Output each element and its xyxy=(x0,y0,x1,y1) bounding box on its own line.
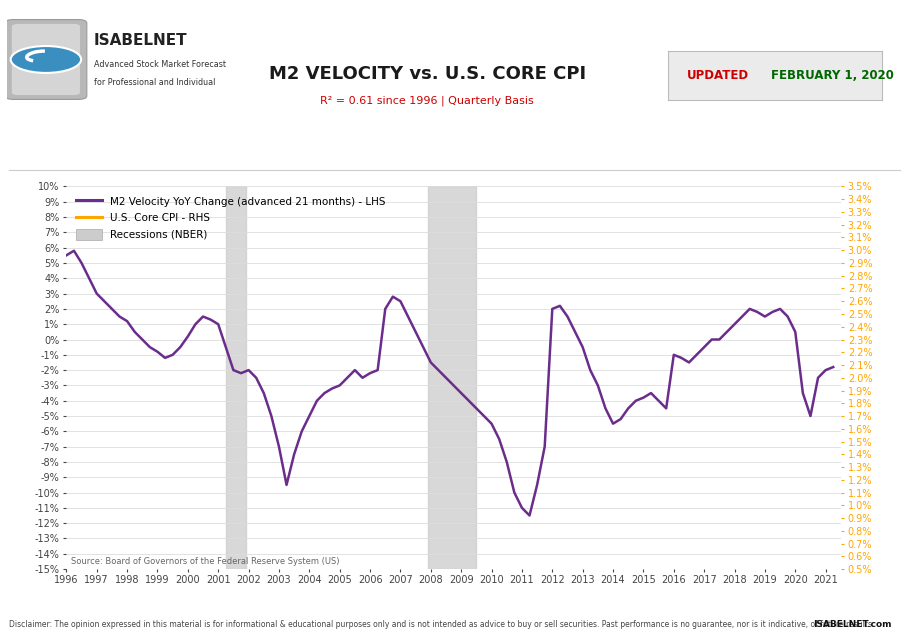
Circle shape xyxy=(11,46,81,73)
Legend: M2 Velocity YoY Change (advanced 21 months) - LHS, U.S. Core CPI - RHS, Recessio: M2 Velocity YoY Change (advanced 21 mont… xyxy=(72,192,390,244)
Text: for Professional and Individual: for Professional and Individual xyxy=(94,78,215,87)
Text: ISABELNET: ISABELNET xyxy=(94,33,187,48)
FancyBboxPatch shape xyxy=(5,19,87,100)
Text: M2 VELOCITY vs. U.S. CORE CPI: M2 VELOCITY vs. U.S. CORE CPI xyxy=(269,65,585,83)
Text: Advanced Stock Market Forecast: Advanced Stock Market Forecast xyxy=(94,60,225,69)
Text: FEBRUARY 1, 2020: FEBRUARY 1, 2020 xyxy=(771,69,894,82)
Bar xyxy=(428,186,476,569)
FancyBboxPatch shape xyxy=(12,24,80,95)
Text: Source: Board of Governors of the Federal Reserve System (US): Source: Board of Governors of the Federa… xyxy=(71,557,339,566)
Text: Disclaimer: The opinion expressed in this material is for informational & educat: Disclaimer: The opinion expressed in thi… xyxy=(9,620,874,629)
Bar xyxy=(225,186,246,569)
Text: R² = 0.61 since 1996 | Quarterly Basis: R² = 0.61 since 1996 | Quarterly Basis xyxy=(320,96,534,106)
Text: ISABELNET.com: ISABELNET.com xyxy=(814,620,892,629)
Text: UPDATED: UPDATED xyxy=(687,69,749,82)
